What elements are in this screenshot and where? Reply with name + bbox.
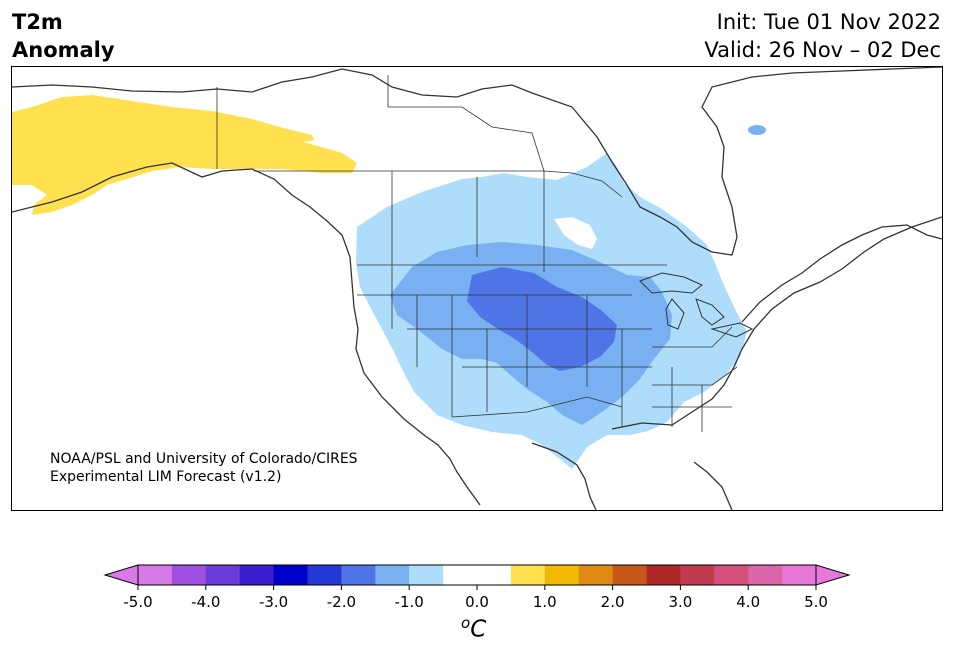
cold-anomaly-strong — [467, 267, 617, 371]
colorbar-tick-label: -5.0 — [123, 593, 152, 611]
colorbar-tick-label: 4.0 — [736, 593, 760, 611]
colorbar-segment — [239, 565, 275, 585]
colorbar-segment — [714, 565, 749, 585]
colorbar-segment — [171, 565, 207, 585]
colorbar-segment — [748, 565, 783, 585]
neutral-pocket — [554, 217, 597, 249]
warm-spot — [748, 125, 766, 135]
colorbar-segment — [341, 565, 376, 585]
colorbar-segment — [646, 565, 681, 585]
map-credit: NOAA/PSL and University of Colorado/CIRE… — [50, 450, 358, 486]
colorbar-tick-label: 2.0 — [601, 593, 625, 611]
colorbar-ticks: -5.0 -4.0 -3.0 -2.0 -1.0 0.0 1.0 2.0 3.0 4.0 5.0 — [123, 585, 828, 611]
colorbar-segment — [782, 565, 817, 585]
colorbar-extend-high — [815, 564, 851, 586]
colorbar-tick-label: -3.0 — [259, 593, 288, 611]
title-line-1: T2m — [12, 10, 63, 34]
colorbar-segment — [205, 565, 241, 585]
colorbar-segment — [375, 565, 410, 585]
init-date: Init: Tue 01 Nov 2022 — [716, 10, 941, 34]
great-lakes — [639, 272, 754, 338]
colorbar-segment — [510, 565, 546, 585]
credit-line-2: Experimental LIM Forecast (v1.2) — [50, 469, 282, 485]
colorbar-segment — [443, 565, 478, 585]
coastlines — [12, 67, 942, 510]
colorbar-segment — [477, 565, 512, 585]
colorbar-tick-label: -2.0 — [327, 593, 356, 611]
colorbar-tick-label: -1.0 — [395, 593, 424, 611]
colorbar-tick-label: 5.0 — [804, 593, 828, 611]
colorbar-tick-label: 3.0 — [668, 593, 692, 611]
forecast-dates: Init: Tue 01 Nov 2022 Valid: 26 Nov – 02… — [704, 8, 941, 64]
anomaly-map — [12, 67, 942, 510]
colorbar-segment — [680, 565, 715, 585]
map-title: T2m Anomaly — [12, 8, 115, 64]
colorbar-tick-label: 0.0 — [465, 593, 489, 611]
colorbar-extend-low — [103, 564, 139, 586]
unit-degree: o — [461, 614, 471, 632]
title-line-2: Anomaly — [12, 38, 115, 62]
colorbar: -5.0 -4.0 -3.0 -2.0 -1.0 0.0 1.0 2.0 3.0 4.0 5.0 — [103, 564, 851, 611]
colorbar-unit: oC — [461, 614, 486, 643]
colorbar-segment — [544, 565, 580, 585]
map-panel: NOAA/PSL and University of Colorado/CIRE… — [11, 66, 943, 511]
credit-line-1: NOAA/PSL and University of Colorado/CIRE… — [50, 451, 358, 467]
colorbar-segment — [138, 565, 173, 585]
colorbar-tick-label: 1.0 — [533, 593, 557, 611]
colorbar-segment — [578, 565, 614, 585]
colorbar-tick-label: -4.0 — [191, 593, 220, 611]
colorbar-segment — [409, 565, 444, 585]
colorbar-segment — [612, 565, 647, 585]
colorbar-segment — [273, 565, 308, 585]
colorbar-segments — [138, 565, 817, 585]
valid-date: Valid: 26 Nov – 02 Dec — [704, 38, 941, 62]
colorbar-segment — [307, 565, 342, 585]
unit-letter: C — [470, 616, 487, 643]
warm-anomaly-area — [12, 95, 357, 215]
